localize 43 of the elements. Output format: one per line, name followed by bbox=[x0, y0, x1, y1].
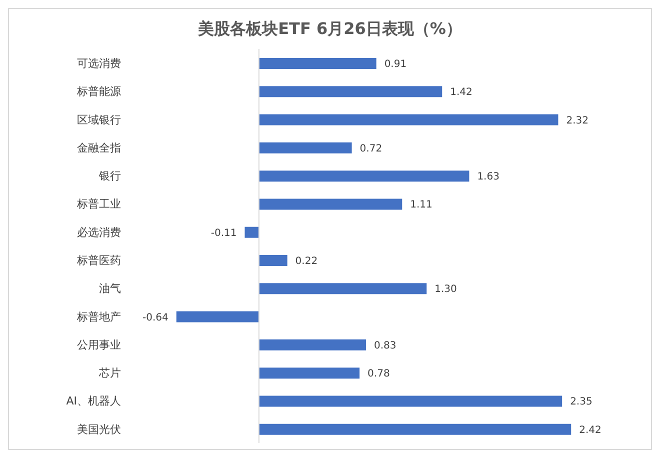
bar bbox=[258, 86, 442, 98]
bar bbox=[258, 255, 288, 266]
y-tick-label: 银行 bbox=[98, 170, 121, 183]
y-tick-label: 金融全指 bbox=[77, 141, 121, 154]
data-label: 1.63 bbox=[477, 172, 500, 183]
bar bbox=[258, 339, 366, 350]
data-label: 1.11 bbox=[410, 200, 432, 211]
data-label: 0.22 bbox=[295, 256, 318, 267]
bar bbox=[258, 424, 572, 435]
y-tick-label: 必选消费 bbox=[77, 226, 121, 239]
data-label: 2.35 bbox=[570, 396, 592, 408]
chart-title: 美股各板块ETF 6月26日表现（%） bbox=[196, 19, 463, 40]
data-label: 1.42 bbox=[450, 87, 472, 98]
bar bbox=[258, 396, 562, 407]
bar bbox=[258, 142, 352, 154]
bar bbox=[176, 311, 259, 322]
data-label: -0.64 bbox=[142, 312, 168, 324]
data-label: 0.72 bbox=[360, 143, 382, 154]
y-tick-label: 油气 bbox=[99, 282, 121, 296]
y-tick-label: 可选消费 bbox=[77, 56, 121, 70]
bar bbox=[258, 283, 427, 294]
bar bbox=[258, 58, 376, 69]
bar bbox=[258, 114, 558, 126]
data-label: 0.83 bbox=[374, 340, 396, 352]
bar bbox=[258, 368, 360, 379]
y-tick-label: 标普地产 bbox=[76, 310, 121, 324]
bar bbox=[258, 170, 470, 182]
y-tick-label: 标普医药 bbox=[76, 254, 121, 267]
data-label: 0.78 bbox=[368, 368, 390, 380]
y-tick-label: 标普能源 bbox=[76, 85, 121, 98]
y-tick-label: 标普工业 bbox=[76, 198, 121, 211]
data-label: 1.30 bbox=[434, 284, 457, 296]
y-tick-label: AI、机器人 bbox=[66, 394, 121, 408]
data-label: -0.11 bbox=[210, 228, 237, 239]
bar bbox=[258, 198, 402, 210]
y-tick-label: 区域银行 bbox=[77, 113, 121, 126]
data-label: 2.42 bbox=[579, 424, 602, 436]
bar bbox=[244, 226, 259, 238]
data-label: 2.32 bbox=[566, 115, 588, 126]
y-tick-label: 芯片 bbox=[98, 366, 121, 380]
y-tick-label: 美国光伏 bbox=[77, 422, 121, 436]
data-label: 0.91 bbox=[384, 59, 407, 70]
y-tick-label: 公用事业 bbox=[77, 338, 121, 352]
